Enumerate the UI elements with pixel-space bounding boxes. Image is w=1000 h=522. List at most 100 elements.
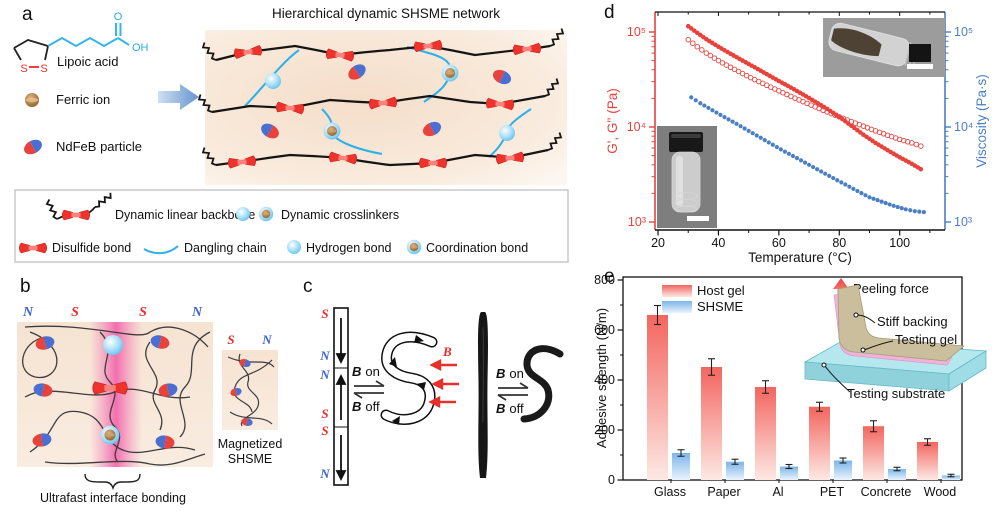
s-shape-sketch: [380, 331, 438, 425]
o-atom: O: [114, 11, 123, 23]
shsme-bar: [780, 466, 798, 480]
panel-a-schematic: S S O OH Lipoic acid Ferric ion NdFeB pa…: [13, 6, 569, 263]
shsme-bar: [834, 460, 852, 480]
adhesion-bar-plot: 0 200 400 600 800 Adhesive strength (N/m) Glas…: [594, 273, 963, 499]
coordination-bond-icon: [258, 206, 274, 222]
coordination-bond-icon: [406, 239, 422, 255]
panel-b-schematic: N S S N Ultrafast interface bonding: [17, 305, 283, 505]
b-symbol: B: [496, 366, 505, 381]
d-x-tick: 100: [889, 236, 910, 250]
e-y-tick: 600: [594, 323, 615, 337]
shsme-bar: [672, 453, 690, 480]
d-y-axis-label-right: Viscosity (Pa·s): [974, 74, 989, 168]
carbonyl-double-bond: [115, 23, 122, 36]
host-gel-bar: [701, 367, 722, 480]
bonding-caption: Ultrafast interface bonding: [40, 491, 186, 505]
anchor-dot: [821, 362, 827, 368]
e-category-label: Glass: [654, 485, 686, 499]
panel-e-label: e: [604, 266, 615, 287]
pole-label: S: [321, 306, 328, 321]
host-gel-bar: [917, 442, 938, 480]
d-y-tick-left: 10³: [628, 215, 646, 229]
e-category-label: Concrete: [861, 485, 912, 499]
hydrogen-bond-node: [103, 335, 123, 355]
vial-photo-tilted: [823, 18, 945, 77]
peeling-force-label: Peeling force: [853, 281, 929, 296]
stiff-backing-layer: [837, 284, 965, 362]
polymer-chains-right: [227, 353, 275, 427]
d-y-tick-right: 10⁴: [954, 120, 973, 134]
e-bar-group-concrete: [863, 420, 906, 480]
shsme-swatch: [662, 301, 692, 313]
d-x-tick: 40: [711, 236, 725, 250]
magnet-segments: [334, 367, 348, 428]
oh-group: OH: [132, 42, 149, 54]
pole-label: S: [321, 423, 328, 438]
testing-substrate-label: Testing substrate: [847, 386, 945, 401]
host-gel-bar: [863, 426, 884, 480]
b-symbol: B: [352, 364, 361, 379]
flow-arrows: [389, 335, 426, 425]
panel-c-label: c: [303, 276, 313, 297]
equilibrium-arrows: [353, 380, 385, 399]
panel-b-label: b: [20, 276, 31, 297]
pole-label: N: [319, 348, 330, 363]
pole-label: S: [71, 305, 79, 320]
ferric-ion-icon: [25, 93, 39, 107]
anchor-dot: [853, 312, 859, 318]
shsme-bar: [942, 475, 960, 480]
brace: [84, 473, 141, 491]
strip-photo-curved: [520, 345, 564, 423]
b-symbol: B: [496, 401, 505, 416]
svg-text:Bon: Bon: [496, 366, 524, 381]
e-y-axis-label: Adhesive strength (N/m): [594, 308, 609, 448]
pole-label: N: [261, 332, 272, 347]
d-y-tick-left: 10⁴: [627, 120, 646, 134]
d-x-tick: 80: [832, 236, 846, 250]
stiff-backing-label: Stiff backing: [877, 314, 948, 329]
d-y-tick-left: 10⁵: [627, 25, 646, 39]
magnetized-caption-1: Magnetized: [218, 437, 283, 451]
scale-bar: [907, 64, 933, 69]
network-diagram: [198, 27, 564, 169]
magnetization-arrows: [335, 318, 347, 482]
legend-coordination-label: Coordination bond: [426, 241, 528, 255]
panel-a-legend: Dynamic linear backbone Dynamic crosslin…: [14, 189, 569, 263]
d-series-g-: [685, 36, 924, 149]
on-label: on: [509, 366, 523, 381]
e-bar-group-pet: [809, 401, 852, 480]
d-y-tick-right: 10⁵: [954, 25, 973, 39]
anchor-dot: [860, 347, 866, 353]
vial-photo-upright: [657, 126, 717, 228]
e-category-label: PET: [820, 485, 845, 499]
s-atom-right: S: [40, 63, 47, 75]
network-background: [205, 30, 567, 185]
host-gel-bar: [755, 387, 776, 480]
field-arrows: [428, 359, 459, 408]
pole-label: S: [139, 305, 147, 320]
transform-arrow-icon: [158, 84, 199, 110]
off-label: off: [509, 401, 524, 416]
e-legend-host-gel: Host gel: [697, 283, 745, 298]
pole-label: S: [321, 406, 328, 421]
shsme-bar: [726, 461, 744, 480]
d-series-viscosity: [689, 95, 926, 215]
e-bar-group-al: [755, 380, 798, 480]
panel-e-chart: 0 200 400 600 800 Adhesive strength (N/m) Glas…: [594, 273, 988, 499]
off-label: off: [365, 399, 380, 414]
pole-label: N: [22, 305, 34, 320]
lipoic-acid-structure: S S O OH: [13, 11, 149, 75]
coordination-bond-node: [100, 425, 120, 445]
legend-backbone-label: Dynamic linear backbone: [115, 208, 255, 222]
network-title: Hierarchical dynamic SHSME network: [272, 6, 500, 21]
e-category-label: Wood: [924, 485, 956, 499]
field-symbol: B: [442, 344, 452, 359]
pole-label: N: [319, 466, 330, 481]
rheology-plot: 20 40 60 80 100 Temperature (°C) 10³ 10³ 10⁴ 10⁴ 1…: [605, 11, 989, 265]
d-x-tick: 20: [651, 236, 665, 250]
